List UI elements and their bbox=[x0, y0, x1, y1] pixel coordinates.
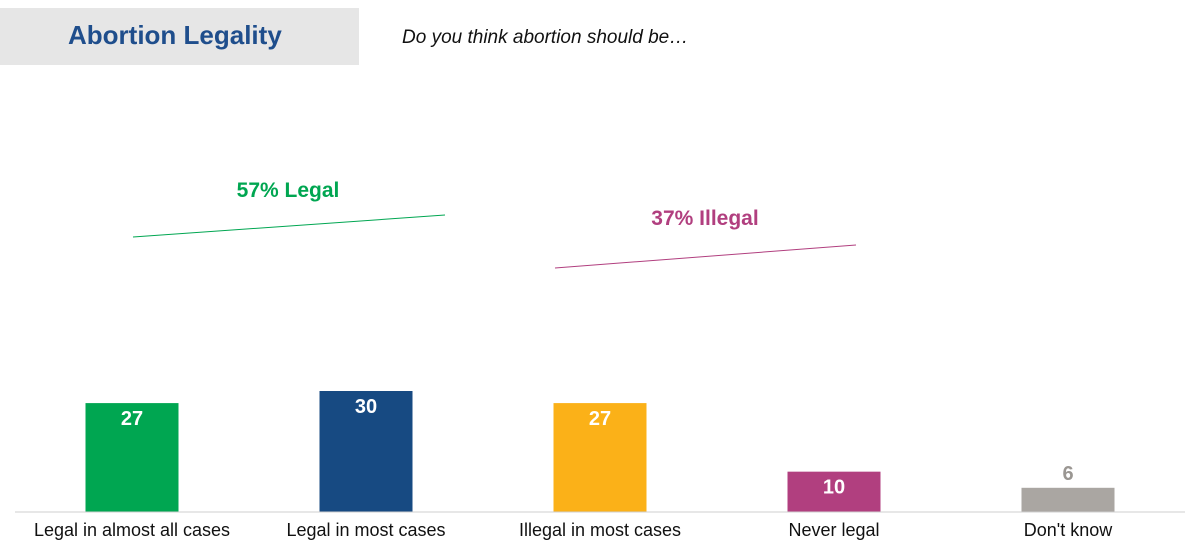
illegal-group-line bbox=[554, 244, 857, 269]
title-box bbox=[0, 8, 359, 65]
legal-group-line bbox=[132, 214, 446, 238]
category-label-2: Illegal in most cases bbox=[519, 520, 681, 540]
bar-3 bbox=[787, 471, 881, 512]
category-label-4: Don't know bbox=[1024, 520, 1113, 540]
category-label-0: Legal in almost all cases bbox=[34, 520, 230, 540]
legal-group-annotation: 57% Legal bbox=[237, 179, 340, 202]
illegal-group-annotation: 37% Illegal bbox=[651, 207, 758, 230]
category-label-1: Legal in most cases bbox=[286, 520, 445, 540]
bar-2 bbox=[553, 403, 647, 512]
bar-value-label-0: 27 bbox=[121, 408, 143, 430]
bar-value-label-3: 10 bbox=[823, 477, 845, 499]
chart-title: Abortion Legality bbox=[68, 20, 282, 50]
bar-value-label-1: 30 bbox=[355, 396, 377, 418]
bar-value-label-4: 6 bbox=[1062, 463, 1073, 485]
bar-4 bbox=[1021, 487, 1115, 512]
bar-0 bbox=[85, 403, 179, 512]
question-text: Do you think abortion should be… bbox=[402, 27, 689, 48]
category-label-3: Never legal bbox=[788, 520, 879, 540]
bar-value-label-2: 27 bbox=[589, 408, 611, 430]
bar-1 bbox=[319, 391, 413, 512]
